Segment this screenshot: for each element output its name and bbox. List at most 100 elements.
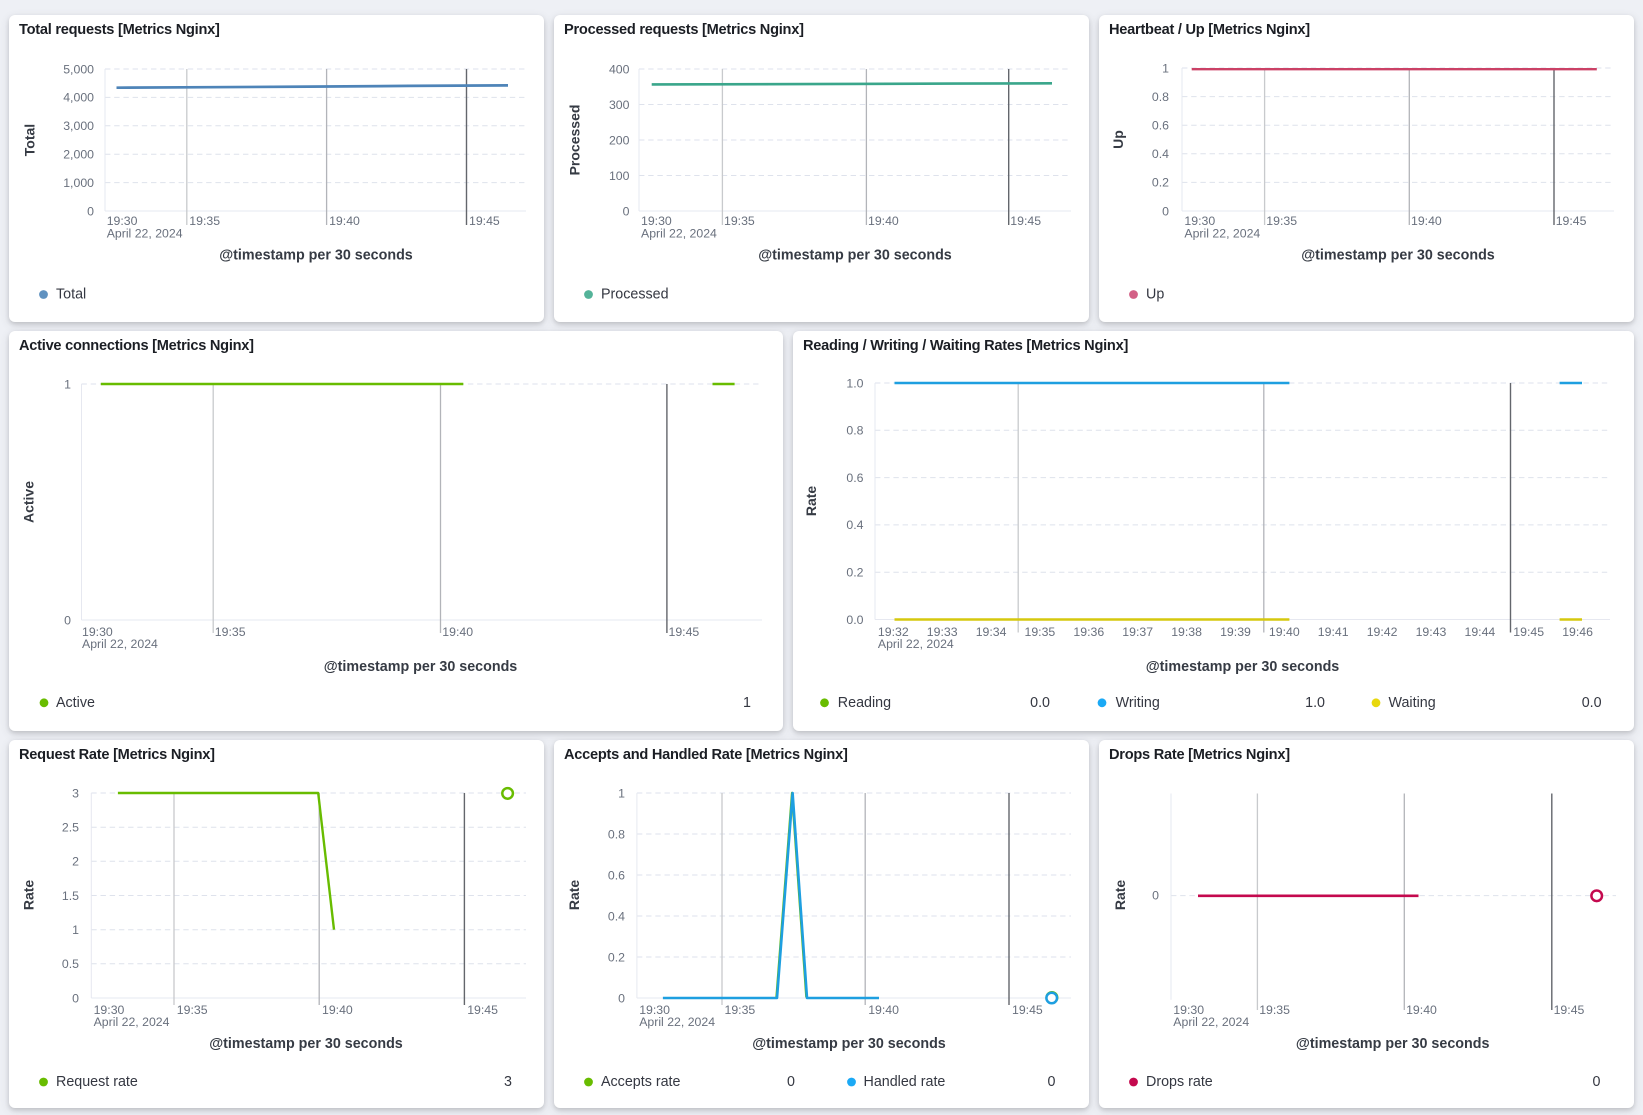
- svg-text:Writing: Writing: [1116, 695, 1160, 711]
- svg-text:19:40: 19:40: [868, 1003, 899, 1017]
- svg-text:19:45: 19:45: [1012, 1003, 1043, 1017]
- svg-text:19:40: 19:40: [1406, 1003, 1437, 1017]
- svg-text:19:35: 19:35: [177, 1003, 208, 1017]
- svg-text:4,000: 4,000: [63, 91, 94, 105]
- svg-text:Request rate: Request rate: [56, 1074, 138, 1090]
- svg-text:0.0: 0.0: [846, 613, 863, 627]
- svg-text:@timestamp per 30 seconds: @timestamp per 30 seconds: [752, 1036, 946, 1052]
- svg-text:April 22, 2024: April 22, 2024: [641, 227, 717, 241]
- svg-text:Reading: Reading: [838, 695, 891, 711]
- svg-text:19:35: 19:35: [724, 214, 755, 228]
- svg-text:5,000: 5,000: [63, 62, 94, 76]
- svg-text:1.0: 1.0: [846, 376, 863, 390]
- svg-text:19:40: 19:40: [442, 625, 473, 639]
- svg-text:0.8: 0.8: [608, 827, 625, 841]
- svg-text:@timestamp per 30 seconds: @timestamp per 30 seconds: [324, 659, 518, 675]
- svg-text:@timestamp per 30 seconds: @timestamp per 30 seconds: [1301, 248, 1495, 264]
- svg-text:1: 1: [72, 923, 79, 937]
- svg-text:19:33: 19:33: [927, 625, 958, 639]
- svg-text:0.4: 0.4: [608, 909, 625, 923]
- svg-text:0.8: 0.8: [846, 424, 863, 438]
- svg-text:0.0: 0.0: [1030, 695, 1050, 711]
- svg-text:1,000: 1,000: [63, 176, 94, 190]
- svg-text:Processed: Processed: [601, 287, 669, 303]
- svg-text:Processed: Processed: [567, 105, 583, 176]
- svg-text:0.5: 0.5: [62, 957, 79, 971]
- svg-text:1.5: 1.5: [62, 889, 79, 903]
- svg-text:19:37: 19:37: [1122, 625, 1153, 639]
- svg-text:Up: Up: [1110, 130, 1126, 149]
- svg-text:300: 300: [609, 98, 630, 112]
- svg-text:19:45: 19:45: [1556, 214, 1587, 228]
- svg-text:19:35: 19:35: [1266, 214, 1297, 228]
- svg-text:19:30: 19:30: [94, 1003, 125, 1017]
- svg-text:3: 3: [504, 1074, 512, 1090]
- svg-text:19:44: 19:44: [1465, 625, 1496, 639]
- svg-text:0: 0: [1152, 889, 1159, 903]
- svg-text:Total: Total: [22, 124, 38, 156]
- svg-text:Active: Active: [56, 695, 95, 711]
- svg-text:19:40: 19:40: [1411, 214, 1442, 228]
- svg-text:Up: Up: [1146, 287, 1164, 303]
- svg-text:0.2: 0.2: [1152, 176, 1169, 190]
- svg-text:1: 1: [743, 695, 751, 711]
- svg-text:0: 0: [618, 991, 625, 1005]
- svg-text:Drops rate: Drops rate: [1146, 1074, 1213, 1090]
- svg-text:19:45: 19:45: [1554, 1003, 1585, 1017]
- svg-text:19:34: 19:34: [976, 625, 1007, 639]
- svg-text:0.6: 0.6: [608, 868, 625, 882]
- svg-text:19:46: 19:46: [1562, 625, 1593, 639]
- svg-text:April 22, 2024: April 22, 2024: [878, 637, 954, 651]
- svg-text:19:45: 19:45: [1010, 214, 1041, 228]
- svg-text:0.8: 0.8: [1152, 90, 1169, 104]
- svg-text:19:30: 19:30: [1184, 214, 1215, 228]
- svg-text:Rate: Rate: [803, 486, 819, 517]
- svg-text:0: 0: [64, 613, 71, 627]
- svg-text:Rate: Rate: [1112, 880, 1128, 911]
- svg-text:19:38: 19:38: [1171, 625, 1202, 639]
- svg-text:19:30: 19:30: [107, 214, 138, 228]
- svg-text:Accepts rate: Accepts rate: [601, 1074, 681, 1090]
- svg-text:19:40: 19:40: [868, 214, 899, 228]
- svg-text:19:39: 19:39: [1220, 625, 1251, 639]
- svg-text:2,000: 2,000: [63, 148, 94, 162]
- svg-text:0.6: 0.6: [846, 471, 863, 485]
- svg-text:Rate: Rate: [566, 880, 582, 911]
- svg-text:0: 0: [72, 991, 79, 1005]
- svg-text:19:35: 19:35: [215, 625, 246, 639]
- svg-text:19:35: 19:35: [1025, 625, 1056, 639]
- svg-text:19:30: 19:30: [639, 1003, 670, 1017]
- svg-text:19:40: 19:40: [329, 214, 360, 228]
- svg-text:400: 400: [609, 62, 630, 76]
- svg-text:@timestamp per 30 seconds: @timestamp per 30 seconds: [1296, 1036, 1490, 1052]
- svg-text:19:41: 19:41: [1318, 625, 1349, 639]
- svg-text:0: 0: [787, 1074, 795, 1090]
- svg-text:200: 200: [609, 133, 630, 147]
- svg-text:0: 0: [87, 204, 94, 218]
- svg-text:19:30: 19:30: [641, 214, 672, 228]
- svg-text:19:35: 19:35: [189, 214, 220, 228]
- svg-text:0: 0: [623, 204, 630, 218]
- svg-text:19:42: 19:42: [1367, 625, 1398, 639]
- svg-text:19:45: 19:45: [469, 214, 500, 228]
- svg-text:1: 1: [1162, 61, 1169, 75]
- svg-text:19:45: 19:45: [669, 625, 700, 639]
- svg-text:19:40: 19:40: [322, 1003, 353, 1017]
- svg-text:April 22, 2024: April 22, 2024: [82, 637, 158, 651]
- svg-text:@timestamp per 30 seconds: @timestamp per 30 seconds: [209, 1036, 403, 1052]
- svg-text:0.2: 0.2: [608, 950, 625, 964]
- svg-text:April 22, 2024: April 22, 2024: [639, 1015, 715, 1029]
- svg-text:Active: Active: [21, 481, 37, 523]
- svg-text:0.4: 0.4: [1152, 147, 1169, 161]
- svg-text:@timestamp per 30 seconds: @timestamp per 30 seconds: [219, 248, 413, 264]
- svg-text:Waiting: Waiting: [1389, 695, 1436, 711]
- svg-text:2.5: 2.5: [62, 821, 79, 835]
- svg-text:April 22, 2024: April 22, 2024: [1173, 1015, 1249, 1029]
- svg-text:19:40: 19:40: [1269, 625, 1300, 639]
- svg-text:April 22, 2024: April 22, 2024: [107, 227, 183, 241]
- svg-text:19:30: 19:30: [1173, 1003, 1204, 1017]
- svg-text:0: 0: [1593, 1074, 1601, 1090]
- svg-text:19:35: 19:35: [1259, 1003, 1290, 1017]
- svg-text:1.0: 1.0: [1305, 695, 1325, 711]
- svg-text:April 22, 2024: April 22, 2024: [94, 1015, 170, 1029]
